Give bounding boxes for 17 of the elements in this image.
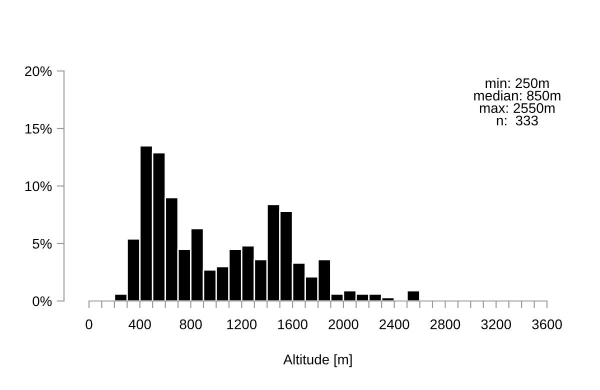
x-tick-label: 3600 <box>532 319 562 330</box>
y-tick-label: 0% <box>32 296 52 306</box>
x-axis-title: Altitude [m] <box>283 354 352 368</box>
x-tick-label: 2000 <box>328 319 358 330</box>
y-tick-label: 5% <box>32 238 52 249</box>
annotation: min: 250m median: 850m max: 2550m n: 333 <box>474 78 560 126</box>
x-tick-label: 0 <box>86 319 92 330</box>
x-tick-label: 400 <box>128 319 151 330</box>
y-tick-label: 10% <box>25 181 52 192</box>
x-tick-label: 2400 <box>380 319 410 330</box>
x-tick-label: 800 <box>180 319 202 330</box>
y-tick-label: 20% <box>25 66 52 76</box>
x-tick-label: 3200 <box>481 319 512 330</box>
y-tick-label: 15% <box>25 124 52 134</box>
x-tick-label: 2800 <box>430 319 460 330</box>
x-tick-label: 1200 <box>227 319 257 330</box>
x-tick-label: 1600 <box>278 319 308 330</box>
